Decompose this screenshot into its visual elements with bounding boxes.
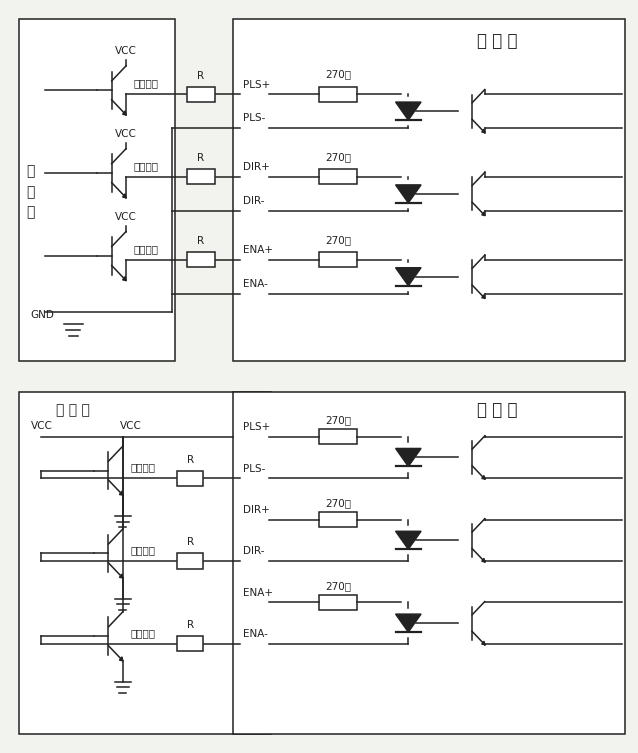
Polygon shape (122, 276, 126, 280)
Bar (19, 392, 271, 734)
Text: PLS-: PLS- (243, 464, 265, 474)
Text: R: R (186, 620, 194, 630)
Polygon shape (396, 185, 421, 203)
Polygon shape (122, 111, 126, 115)
Text: DIR-: DIR- (243, 547, 265, 556)
Polygon shape (396, 268, 421, 285)
Polygon shape (396, 102, 421, 120)
Text: VCC: VCC (31, 421, 52, 431)
Bar (233, 392, 625, 734)
Bar (177, 636, 203, 651)
Text: VCC: VCC (120, 421, 142, 431)
Text: PLS-: PLS- (243, 114, 265, 123)
Text: PLS+: PLS+ (243, 80, 271, 90)
Polygon shape (482, 129, 485, 133)
Text: VCC: VCC (115, 212, 137, 222)
Bar (187, 169, 215, 184)
Polygon shape (122, 194, 126, 198)
Polygon shape (119, 657, 122, 661)
Text: R: R (186, 538, 194, 547)
Bar (187, 252, 215, 267)
Bar (177, 471, 203, 486)
Text: ENA+: ENA+ (243, 588, 273, 598)
Bar (233, 19, 625, 361)
Text: 270欧: 270欧 (325, 69, 351, 79)
Text: R: R (197, 154, 205, 163)
Text: 控 制 器: 控 制 器 (56, 404, 91, 417)
Text: R: R (186, 455, 194, 465)
Text: 270欧: 270欧 (325, 416, 351, 425)
Text: PLS+: PLS+ (243, 422, 271, 432)
Polygon shape (396, 614, 421, 633)
Text: 270欧: 270欧 (325, 498, 351, 508)
Text: VCC: VCC (115, 130, 137, 139)
Bar (177, 553, 203, 569)
Text: 270欧: 270欧 (325, 235, 351, 245)
Text: DIR-: DIR- (243, 197, 265, 206)
Text: R: R (197, 71, 205, 81)
Bar (319, 595, 357, 610)
Text: 方向信号: 方向信号 (134, 161, 159, 171)
Text: GND: GND (31, 309, 54, 320)
Bar (319, 252, 357, 267)
Text: DIR+: DIR+ (243, 505, 270, 515)
Polygon shape (119, 491, 122, 495)
Text: 使能信号: 使能信号 (131, 628, 156, 638)
Polygon shape (482, 558, 485, 562)
Polygon shape (482, 641, 485, 645)
Polygon shape (396, 449, 421, 467)
Polygon shape (119, 574, 122, 578)
Text: 驱 动 器: 驱 动 器 (477, 401, 518, 419)
Bar (319, 429, 357, 444)
Text: 270欧: 270欧 (325, 152, 351, 162)
Polygon shape (482, 294, 485, 298)
Polygon shape (396, 532, 421, 550)
Bar (319, 512, 357, 527)
Bar (187, 87, 215, 102)
Text: ENA-: ENA- (243, 279, 268, 289)
Text: VCC: VCC (115, 47, 137, 56)
Polygon shape (482, 212, 485, 215)
Text: 270欧: 270欧 (325, 581, 351, 591)
Text: 脉冲信号: 脉冲信号 (131, 462, 156, 472)
Text: 方向信号: 方向信号 (131, 545, 156, 555)
Text: 控
制
器: 控 制 器 (26, 164, 35, 220)
Text: 脉冲信号: 脉冲信号 (134, 78, 159, 88)
Text: ENA+: ENA+ (243, 245, 273, 255)
Text: DIR+: DIR+ (243, 163, 270, 172)
Bar (319, 169, 357, 184)
Bar (319, 87, 357, 102)
Text: 驱 动 器: 驱 动 器 (477, 32, 518, 50)
Text: R: R (197, 236, 205, 246)
Bar (19, 19, 175, 361)
Polygon shape (482, 475, 485, 479)
Text: ENA-: ENA- (243, 630, 268, 639)
Text: 使能信号: 使能信号 (134, 244, 159, 254)
